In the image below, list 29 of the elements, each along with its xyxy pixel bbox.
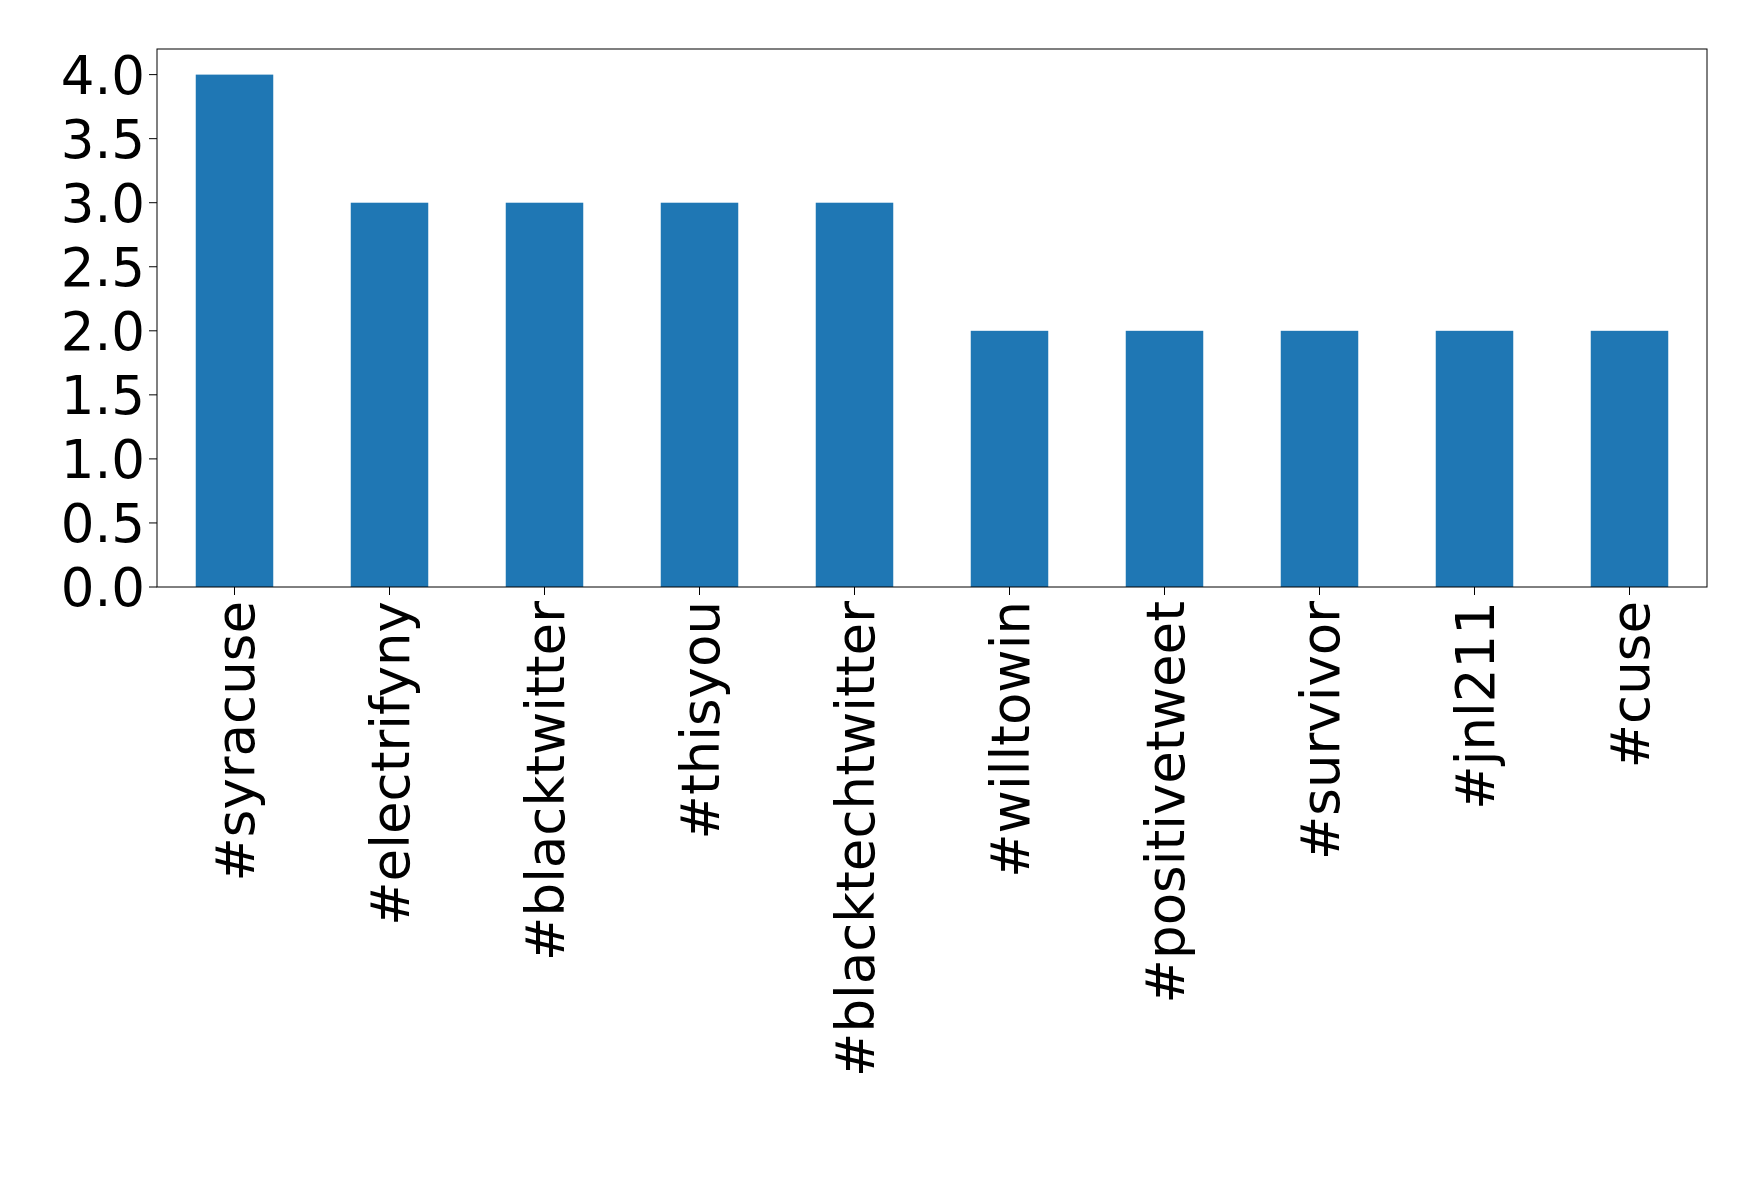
bar — [1435, 330, 1514, 587]
y-tick-label: 2.0 — [60, 300, 145, 362]
x-tick-label: #syracuse — [204, 601, 266, 882]
bar — [970, 330, 1049, 587]
x-tick-label: #blacktechtwitter — [824, 600, 886, 1078]
bar — [1590, 330, 1669, 587]
x-tick-label: #electrifyny — [359, 601, 421, 926]
x-tick-label: #jnl211 — [1444, 601, 1506, 810]
y-tick-label: 2.5 — [60, 236, 145, 298]
y-tick-label: 4.0 — [60, 44, 145, 106]
y-tick-label: 3.0 — [60, 172, 145, 234]
bar — [505, 202, 584, 587]
bar — [660, 202, 739, 587]
bar — [1280, 330, 1359, 587]
bar — [350, 202, 429, 587]
y-tick-label: 0.0 — [60, 557, 145, 619]
x-tick-label: #cuse — [1599, 601, 1661, 769]
x-tick-label: #survivor — [1289, 600, 1351, 861]
y-tick-label: 1.5 — [60, 364, 145, 426]
y-tick-label: 0.5 — [60, 493, 145, 555]
y-tick-label: 1.0 — [60, 428, 145, 490]
bar — [1125, 330, 1204, 587]
y-tick-label: 3.5 — [60, 108, 145, 170]
bar — [195, 74, 274, 587]
x-tick-label: #blacktwitter — [514, 600, 576, 961]
x-tick-label: #positivetweet — [1134, 601, 1196, 1004]
x-tick-label: #thisyou — [669, 601, 731, 840]
x-tick-label: #willtowin — [979, 601, 1041, 878]
bar — [815, 202, 894, 587]
